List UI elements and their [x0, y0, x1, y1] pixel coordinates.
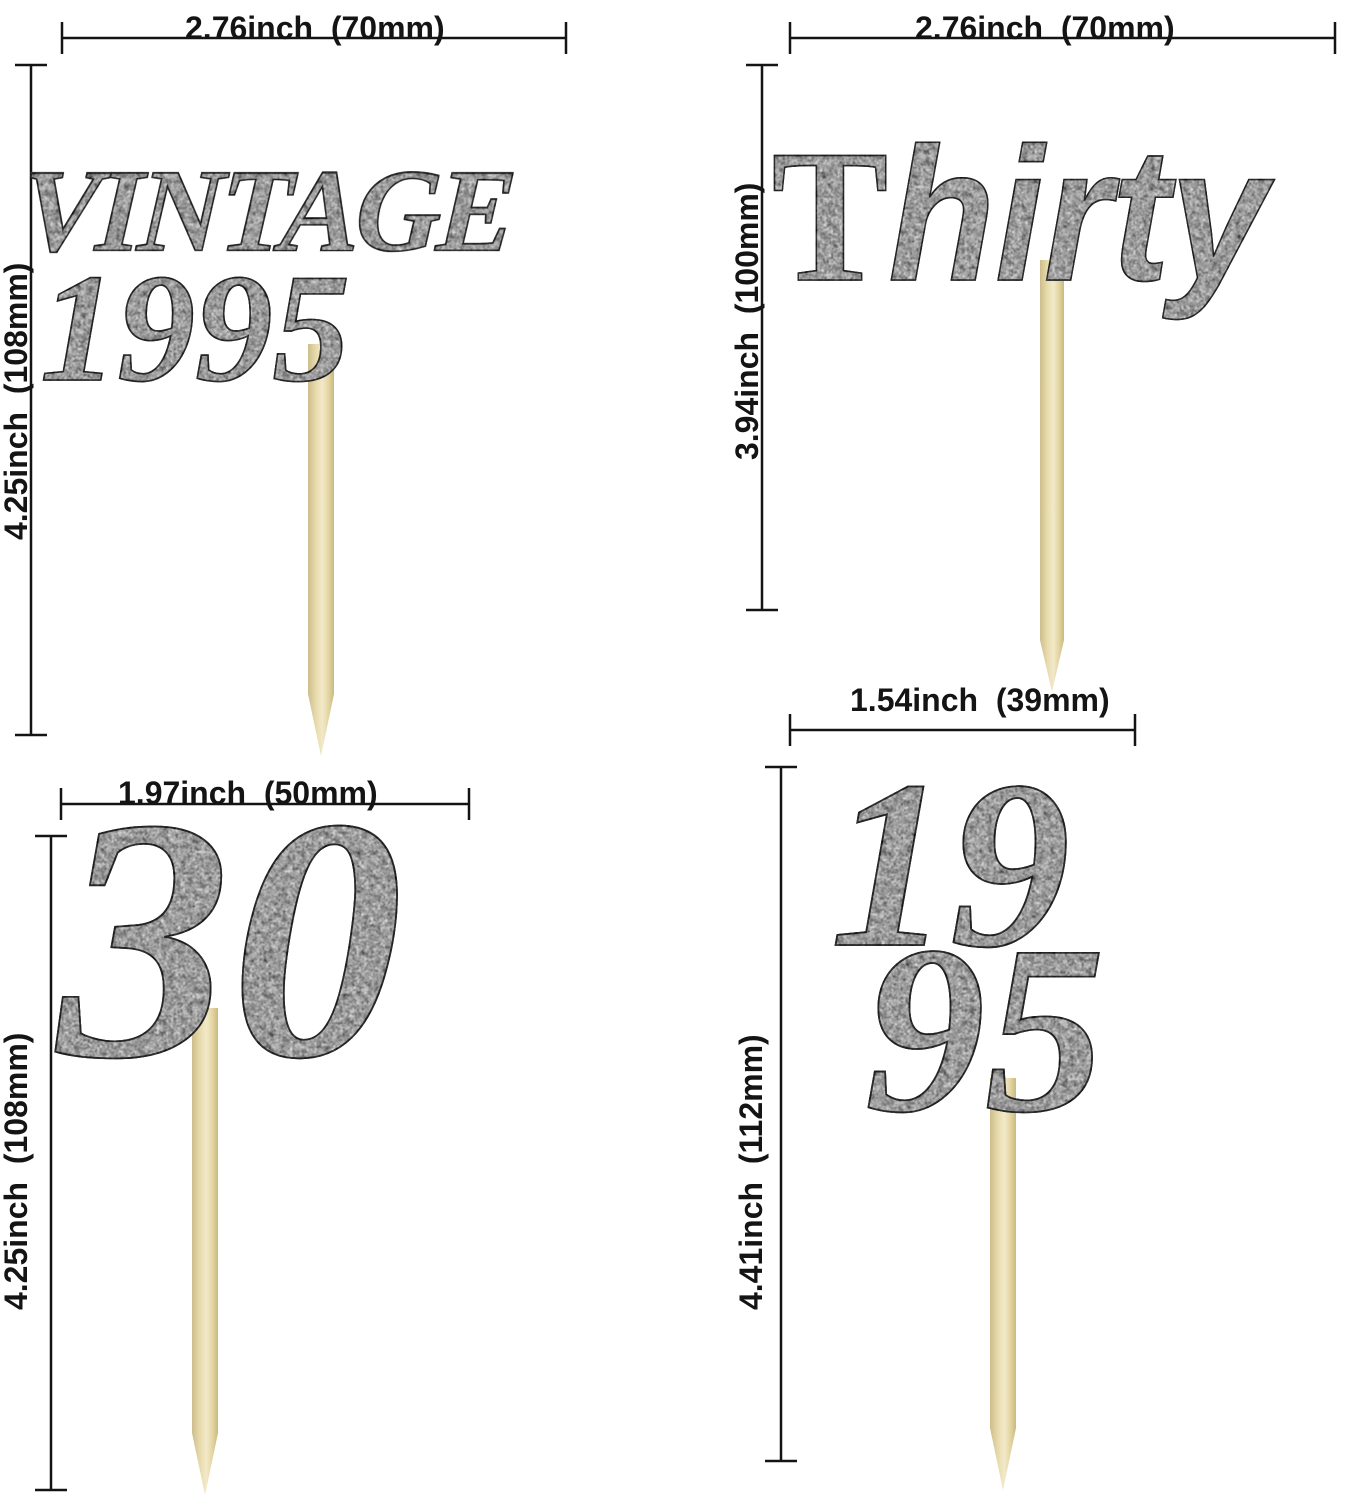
svg-text:95: 95	[865, 896, 1105, 1162]
svg-text:1995: 1995	[40, 242, 350, 414]
svg-text:Thirty: Thirty	[772, 108, 1275, 321]
svg-text:30: 30	[53, 748, 403, 1130]
